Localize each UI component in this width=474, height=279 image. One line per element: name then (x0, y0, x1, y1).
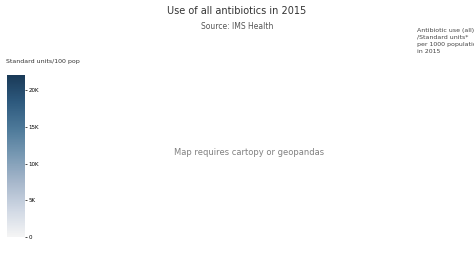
Text: Map requires cartopy or geopandas: Map requires cartopy or geopandas (174, 148, 324, 157)
Text: Use of all antibiotics in 2015: Use of all antibiotics in 2015 (167, 6, 307, 16)
Text: Standard units/100 pop: Standard units/100 pop (6, 59, 80, 64)
Text: Source: IMS Health: Source: IMS Health (201, 22, 273, 31)
Text: Antibiotic use (all)
/Standard units*
per 1000 population
in 2015: Antibiotic use (all) /Standard units* pe… (417, 28, 474, 54)
